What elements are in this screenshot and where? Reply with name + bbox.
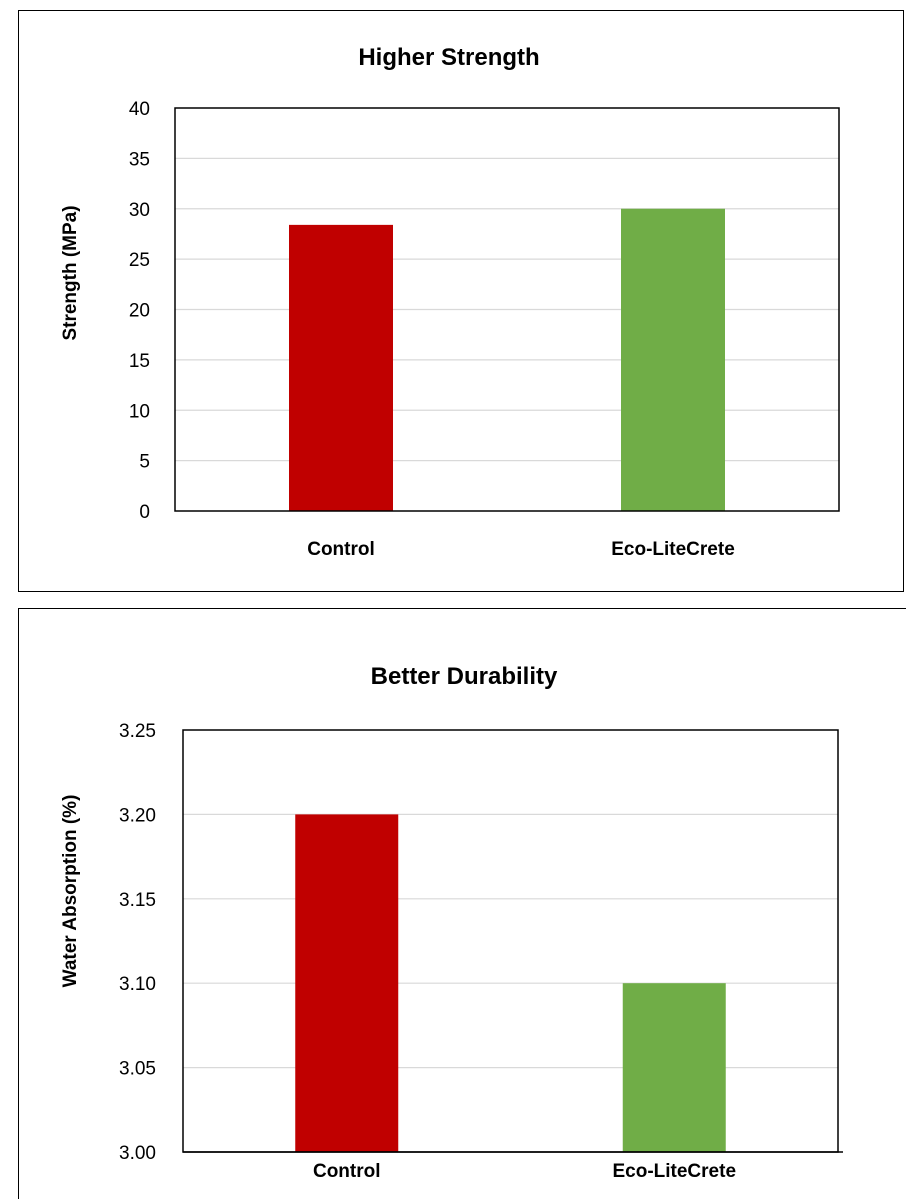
category-label: Control (313, 1161, 381, 1182)
y-tick-label: 35 (129, 149, 150, 170)
y-axis-title: Water Absorption (%) (60, 795, 81, 988)
strength-chart: Higher Strength Strength (MPa) 0 5 10 15 20 2… (60, 44, 840, 560)
y-tick-label: 10 (129, 401, 150, 422)
durability-chart-frame (18, 608, 906, 1199)
y-tick-label: 3.05 (119, 1059, 156, 1080)
category-labels: Control Eco-LiteCrete (307, 539, 735, 560)
durability-chart: Better Durability Water Absorption (%) 3… (60, 663, 843, 1182)
y-tick-label: 15 (129, 351, 150, 372)
y-tick-label: 40 (129, 99, 150, 120)
y-tick-label: 3.00 (119, 1143, 156, 1164)
chart-title: Better Durability (371, 663, 558, 690)
y-tick-label: 5 (139, 452, 150, 473)
bars (289, 208, 725, 511)
plot-area-border (182, 729, 839, 1153)
y-tick-label: 3.20 (119, 805, 156, 826)
y-tick-label: 3.10 (119, 974, 156, 995)
bar-eco-litecrete (621, 208, 725, 511)
gridlines (175, 157, 839, 462)
bar-eco-litecrete (622, 983, 726, 1152)
y-tick-label: 0 (139, 502, 150, 523)
y-tick-label: 25 (129, 250, 150, 271)
category-labels: Control Eco-LiteCrete (313, 1161, 736, 1182)
y-tick-labels: 0 5 10 15 20 25 30 35 40 (129, 99, 150, 523)
y-tick-labels: 3.00 3.05 3.10 3.15 3.20 3.25 (119, 721, 156, 1164)
plot-area-border (174, 107, 840, 512)
y-tick-label: 3.15 (119, 890, 156, 911)
y-axis-title: Strength (MPa) (60, 205, 81, 340)
bar-control (289, 224, 393, 511)
bars (295, 814, 726, 1152)
strength-chart-frame (18, 10, 904, 592)
chart-title: Higher Strength (358, 44, 539, 71)
y-tick-label: 30 (129, 200, 150, 221)
bar-control (295, 814, 399, 1152)
y-tick-label: 20 (129, 301, 150, 322)
category-label: Control (307, 539, 375, 560)
category-label: Eco-LiteCrete (611, 539, 735, 560)
gridlines (183, 813, 838, 1069)
y-tick-label: 3.25 (119, 721, 156, 742)
category-label: Eco-LiteCrete (612, 1161, 736, 1182)
